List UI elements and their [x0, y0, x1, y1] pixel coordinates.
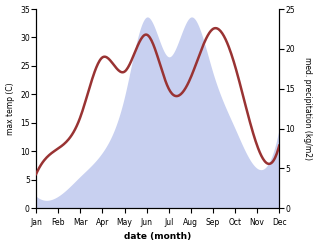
- Y-axis label: med. precipitation (kg/m2): med. precipitation (kg/m2): [303, 57, 313, 160]
- Y-axis label: max temp (C): max temp (C): [5, 82, 15, 135]
- X-axis label: date (month): date (month): [124, 232, 191, 242]
